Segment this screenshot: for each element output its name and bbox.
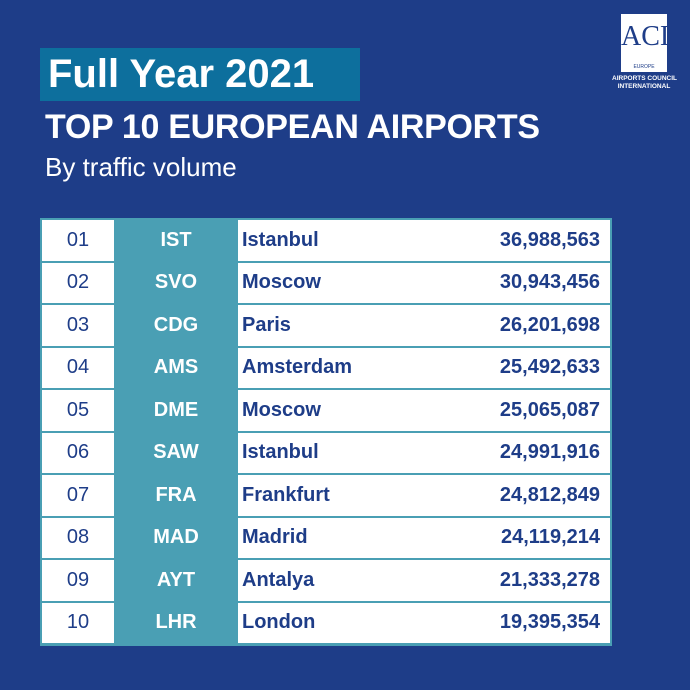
city-cell: Moscow	[242, 398, 321, 421]
table-row: 09 AYT Antalya 21,333,278	[40, 560, 612, 601]
rank-cell: 05	[42, 390, 114, 431]
table-row: 03 CDG Paris 26,201,698	[40, 305, 612, 346]
city-cell: Paris	[242, 313, 291, 336]
passengers-cell: 30,943,456	[499, 271, 600, 294]
city-cell: Amsterdam	[242, 356, 353, 379]
airport-code-cell: IST	[160, 228, 192, 251]
airport-code-cell: MAD	[153, 526, 199, 549]
passengers-cell: 24,991,916	[499, 441, 600, 464]
table-row: 06 SAW Istanbul 24,991,916	[40, 432, 612, 473]
airport-code-cell: LHR	[155, 611, 197, 634]
city-cell: Frankfurt	[242, 483, 330, 506]
passengers-cell: 25,065,087	[499, 398, 600, 421]
rank-cell: 07	[42, 475, 114, 516]
title-banner: Full Year 2021	[40, 48, 360, 101]
rank-cell: 04	[42, 347, 114, 388]
aci-logo-mark: ACI EUROPE	[621, 14, 669, 72]
table-row: 02 SVO Moscow 30,943,456	[40, 262, 612, 303]
passengers-cell: 26,201,698	[499, 313, 600, 336]
rank-cell: 09	[42, 560, 114, 601]
passengers-cell: 24,119,214	[501, 526, 600, 549]
city-cell: Istanbul	[242, 228, 319, 251]
passengers-cell: 19,395,354	[499, 611, 600, 634]
airport-code-cell: FRA	[155, 483, 197, 506]
airport-code-cell: AMS	[153, 356, 199, 379]
passengers-cell: 21,333,278	[499, 568, 600, 591]
table-row: 05 DME Moscow 25,065,087	[40, 390, 612, 431]
city-cell: Antalya	[242, 568, 315, 591]
airport-code-cell: CDG	[153, 313, 199, 336]
passengers-cell: 24,812,849	[499, 483, 600, 506]
passengers-cell: 36,988,563	[499, 228, 600, 251]
passengers-cell: 25,492,633	[499, 356, 600, 379]
airport-code-cell: SVO	[154, 271, 198, 294]
rank-cell: 02	[42, 262, 114, 303]
caption: By traffic volume	[45, 152, 237, 182]
city-cell: Madrid	[242, 526, 308, 549]
aci-europe-logo: ACI EUROPE AIRPORTS COUNCIL INTERNATIONAL	[612, 14, 677, 96]
rank-cell: 08	[42, 517, 114, 558]
subtitle: TOP 10 EUROPEAN AIRPORTS	[45, 108, 540, 146]
city-cell: Istanbul	[242, 441, 319, 464]
city-cell: Moscow	[242, 271, 321, 294]
table-row: 07 FRA Frankfurt 24,812,849	[40, 475, 612, 516]
table-row: 01 IST Istanbul 36,988,563	[40, 220, 612, 261]
rank-cell: 06	[42, 432, 114, 473]
rank-cell: 03	[42, 305, 114, 346]
rank-cell: 10	[42, 602, 114, 643]
table-row: 10 LHR London 19,395,354	[40, 602, 612, 643]
airport-code-cell: DME	[153, 398, 199, 421]
city-cell: London	[242, 611, 316, 634]
airport-code-cell: AYT	[156, 568, 196, 591]
table-row: 08 MAD Madrid 24,119,214	[40, 517, 612, 558]
airports-table: 01 IST Istanbul 36,988,563 02 SVO Moscow 30…	[40, 218, 612, 646]
airport-code-cell: SAW	[153, 441, 199, 464]
table-row: 04 AMS Amsterdam 25,492,633	[40, 347, 612, 388]
rank-cell: 01	[42, 220, 114, 261]
